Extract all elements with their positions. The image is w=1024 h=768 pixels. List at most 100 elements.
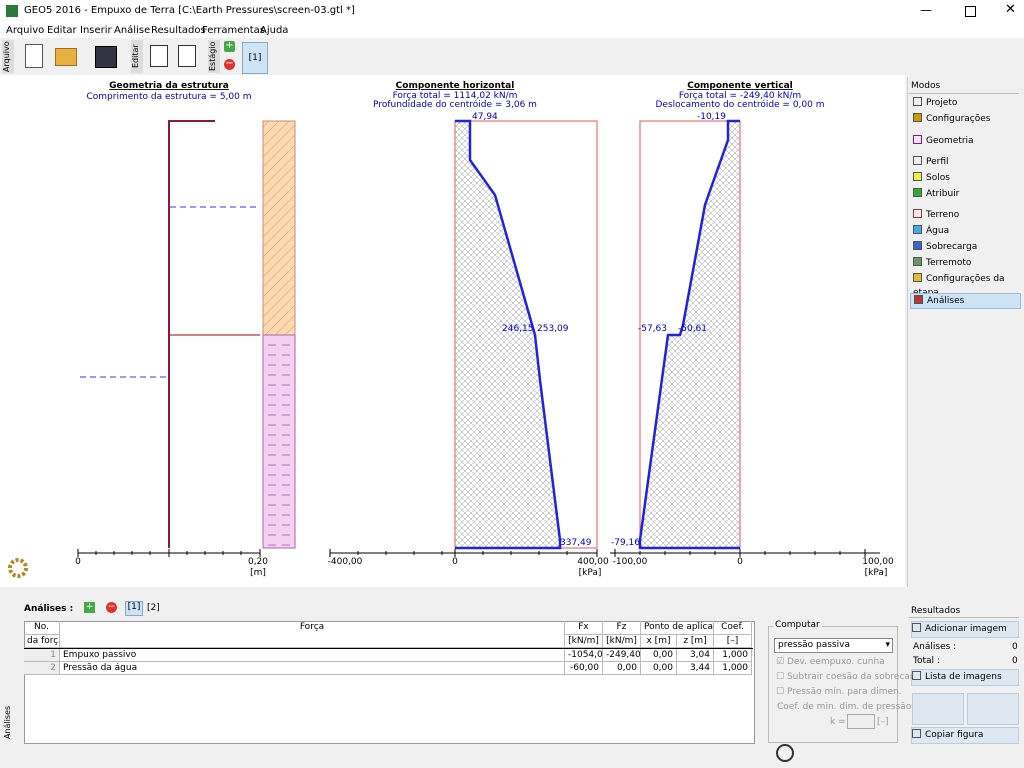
cell[interactable]: Pressão da água [60, 662, 565, 675]
copy-button[interactable] [150, 45, 168, 67]
paste-button[interactable] [178, 45, 196, 67]
label: Total : [913, 656, 940, 666]
add-analysis[interactable]: + [84, 602, 95, 613]
pressure-area [640, 121, 740, 548]
header-cell: Fx [565, 621, 603, 635]
menu-item[interactable]: Resultados [151, 25, 206, 36]
cell[interactable]: Empuxo passivo [60, 649, 565, 662]
print-button[interactable] [912, 693, 964, 725]
separator [909, 93, 1019, 94]
value-label: 47,94 [472, 112, 498, 122]
print-preview-button[interactable] [967, 693, 1019, 725]
header-cell: [kN/m] [603, 635, 641, 648]
label: Projeto [926, 98, 958, 108]
analysis-tab[interactable]: [1] [125, 601, 143, 616]
remove-stage[interactable]: − [224, 58, 235, 70]
icon [913, 156, 922, 165]
axis-unit: [kPa] [579, 568, 602, 578]
cell: 1,000 [714, 662, 752, 675]
compute-select[interactable]: pressão passiva ▾ [774, 638, 893, 653]
mode-item-active[interactable]: Análises [910, 293, 1021, 309]
checkbox[interactable]: ☐ Pressão mín. para dimen. [776, 687, 902, 697]
navigator[interactable] [776, 744, 794, 762]
separator [24, 648, 753, 649]
icon [913, 257, 922, 266]
toolbar-label: Estágio [208, 40, 220, 73]
close[interactable]: ✕ [1005, 2, 1016, 17]
mode-item[interactable]: Solos [913, 171, 950, 185]
header-cell: [–] [714, 635, 752, 648]
label: pressão passiva [778, 640, 850, 650]
label: Lista de imagens [925, 672, 1002, 682]
remove-analysis[interactable]: − [106, 602, 117, 613]
new-button[interactable] [25, 44, 43, 68]
header-cell: Coef. [714, 621, 752, 635]
minimize[interactable]: — [920, 3, 932, 17]
axis-label: 400,00 [577, 557, 609, 567]
save-button[interactable] [95, 46, 117, 68]
checkbox[interactable]: ☐ Subtrair coesão da sobrecar [776, 672, 914, 682]
label: Configurações [926, 114, 991, 124]
icon [913, 172, 922, 181]
image-list-button[interactable]: Lista de imagens [911, 669, 1019, 686]
settings-gear[interactable] [8, 558, 28, 578]
copy-figure-button[interactable]: Copiar figura [911, 727, 1019, 744]
checkbox[interactable]: ☑ Dev. eempuxo. cunha [776, 657, 885, 667]
mode-item[interactable]: Água [913, 224, 949, 238]
axis-unit: [m] [250, 568, 266, 578]
modes-panel [907, 77, 1023, 587]
wall [168, 120, 215, 548]
label: Análises : [913, 642, 957, 652]
menu-item[interactable]: Ferramentas [202, 25, 266, 36]
table [24, 621, 755, 744]
mode-item[interactable]: Projeto [913, 96, 957, 110]
menu-item[interactable]: Ajuda [260, 25, 289, 36]
label: Dev. eempuxo. cunha [786, 657, 885, 667]
label: Água [926, 226, 950, 236]
count: 0 [1012, 642, 1018, 652]
analysis-tab[interactable]: [2] [147, 603, 160, 613]
label: Análises : [24, 604, 74, 614]
mode-item[interactable]: Atribuir [913, 187, 959, 201]
icon [913, 225, 922, 234]
mode-item[interactable]: Perfil [913, 155, 949, 169]
add-stage[interactable]: + [224, 40, 235, 52]
axis-label: 0 [75, 557, 81, 567]
maximize[interactable] [965, 6, 976, 17]
value-label: -57,63 [638, 324, 667, 334]
header-cell: Fz [603, 621, 641, 635]
chart-subtitle: Força total = -249,40 kN/m [679, 91, 801, 101]
mode-item[interactable]: Terreno [913, 208, 959, 222]
header-cell: Força [60, 621, 565, 648]
menu-item[interactable]: Análise [114, 25, 151, 36]
mode-item[interactable]: Terremoto [913, 256, 971, 270]
open-button[interactable] [55, 48, 77, 66]
menu-item[interactable]: Arquivo [6, 25, 45, 36]
label: Perfil [926, 157, 949, 167]
cell: 0,00 [641, 662, 677, 675]
label: Sobrecarga [926, 242, 978, 252]
k-input[interactable] [847, 714, 875, 729]
value-label: 253,09 [537, 324, 569, 334]
menu-item[interactable]: Editar [47, 25, 77, 36]
mode-item[interactable]: Configurações da etapa [913, 272, 1024, 298]
icon [913, 97, 922, 106]
soil-layer [262, 120, 296, 336]
value-label: -50,61 [678, 324, 707, 334]
mode-item[interactable]: Sobrecarga [913, 240, 977, 254]
add-image-button[interactable]: Adicionar imagem [911, 621, 1019, 638]
icon [912, 729, 921, 738]
mode-item[interactable]: Configurações [913, 112, 990, 126]
label: Atribuir [926, 189, 960, 199]
toolbar-label: Arquivo [2, 40, 14, 73]
label: Pressão mín. para dimen. [786, 687, 902, 697]
mode-item[interactable]: Geometria [913, 134, 974, 148]
label: Subtrair coesão da sobrecar [786, 672, 914, 682]
icon [913, 188, 922, 197]
chart-subtitle: Deslocamento do centróide = 0,00 m [655, 99, 824, 110]
stage-tab[interactable]: [1] [242, 42, 268, 74]
cell: 0,00 [603, 662, 641, 675]
panel-label: Análises [3, 705, 12, 740]
menu-item[interactable]: Inserir [80, 25, 112, 36]
